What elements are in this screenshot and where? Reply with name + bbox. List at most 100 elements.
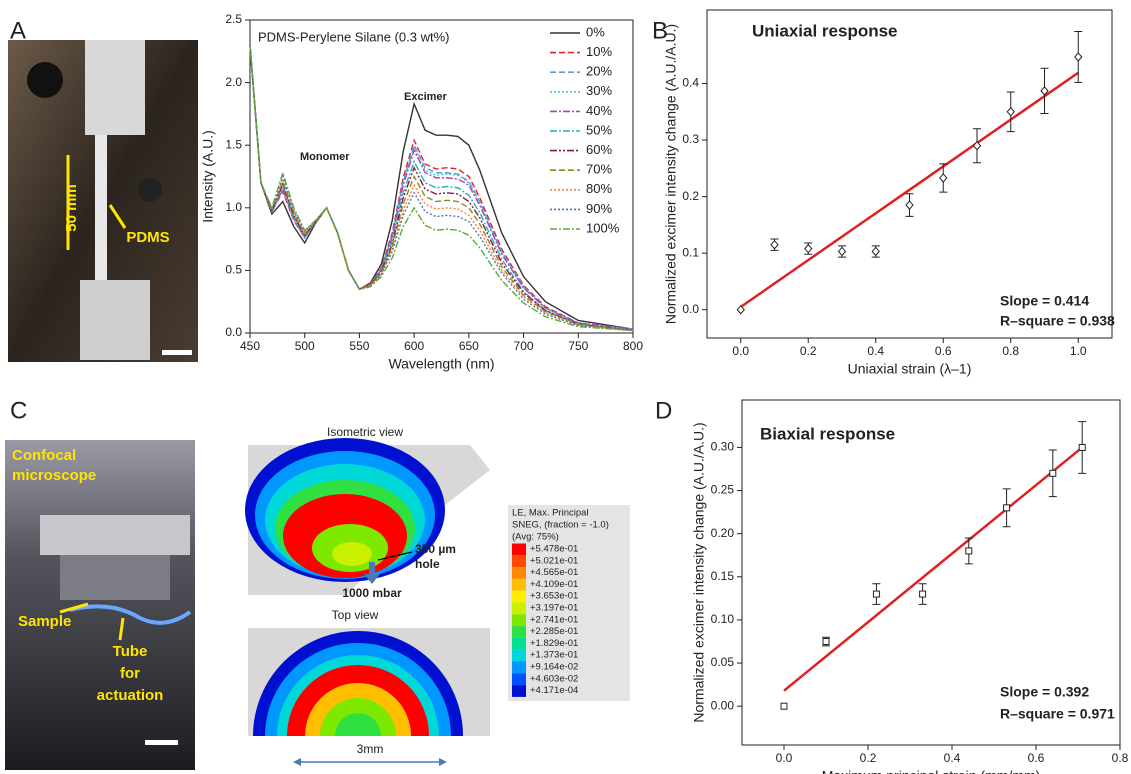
x-tick-label: 800	[623, 339, 643, 353]
annotation: R–square = 0.971	[1000, 706, 1115, 722]
y-tick-label: 0.15	[711, 569, 735, 583]
legend-label: +1.373e-01	[530, 650, 578, 661]
x-axis-label: Maximum principal strain (mm/mm)	[822, 768, 1041, 774]
photo-label: Sample	[18, 613, 71, 630]
legend-swatch	[512, 555, 526, 568]
y-tick-label: 0.25	[711, 483, 735, 497]
x-tick-label: 0.6	[1028, 751, 1045, 765]
legend-swatch	[512, 567, 526, 579]
series-line	[249, 44, 634, 330]
point	[871, 246, 880, 257]
x-tick-label: 0.4	[867, 344, 884, 358]
x-tick-label: 0.2	[860, 751, 877, 765]
chart-title: PDMS-Perylene Silane (0.3 wt%)	[258, 29, 449, 44]
y-tick-label: 0.05	[711, 655, 735, 669]
y-tick-label: 2.0	[225, 75, 242, 89]
legend-label: 20%	[586, 64, 612, 79]
y-tick-label: 0.00	[711, 698, 735, 712]
y-tick-label: 1.5	[225, 137, 242, 151]
y-tick-label: 0.30	[711, 440, 735, 454]
photo-label: for	[120, 665, 140, 682]
fit-line	[783, 446, 1083, 692]
legend-header: LE, Max. Principal	[512, 508, 589, 519]
x-tick-label: 0.0	[776, 751, 793, 765]
point	[837, 246, 847, 257]
legend-label: +1.829e-01	[530, 638, 578, 649]
x-tick-label: 1.0	[1070, 344, 1087, 358]
series-line	[249, 44, 634, 332]
legend-label: 90%	[586, 201, 612, 216]
x-tick-label: 750	[568, 339, 588, 353]
point	[736, 304, 745, 315]
point	[919, 590, 927, 598]
legend-swatch	[512, 637, 526, 650]
point	[770, 239, 779, 250]
photo-a: 50 mm PDMS	[8, 40, 198, 362]
x-axis-label: Wavelength (nm)	[388, 356, 494, 372]
series-line	[249, 44, 634, 332]
y-tick-label: 1.0	[225, 200, 242, 214]
legend-label: +2.285e-01	[530, 626, 578, 637]
panel-label: D	[655, 397, 672, 424]
chart: 450 500 550 600 650 700 750 800 0.0 0.5 1.0 1.5 2.0 2…	[200, 12, 644, 372]
photo-label: 50 mm	[63, 184, 80, 232]
legend-swatch	[512, 602, 526, 615]
y-axis-label: Normalized excimer intensity change (A.U…	[663, 24, 679, 324]
fit-line	[740, 71, 1079, 308]
y-axis-label: Normalized excimer intensity change (A.U…	[691, 422, 707, 722]
point	[872, 590, 880, 598]
legend-swatch	[512, 590, 526, 603]
y-tick-label: 0.0	[682, 302, 699, 316]
point	[1003, 504, 1011, 512]
legend-label: +4.171e-04	[530, 685, 578, 696]
chart: 0.0 0.2 0.4 0.6 0.8 1.0 0.0 0.1 0.2 0.3 0.4 Uniaxia…	[663, 9, 1115, 377]
point	[804, 243, 813, 254]
legend-label: +3.653e-01	[530, 591, 578, 602]
legend-label: +9.164e-02	[530, 662, 578, 673]
legend-swatch	[512, 578, 526, 591]
x-tick-label: 600	[404, 339, 424, 353]
legend-label: +2.741e-01	[530, 614, 578, 625]
annotation: Monomer	[300, 151, 350, 163]
legend-swatch	[512, 673, 526, 686]
x-tick-label: 500	[295, 339, 315, 353]
point	[1049, 469, 1057, 477]
series-line	[249, 44, 634, 330]
annotation: Slope = 0.392	[1000, 684, 1089, 700]
panel-label: B	[652, 17, 668, 44]
point	[965, 547, 973, 555]
y-tick-label: 0.3	[682, 132, 699, 146]
legend-label: 50%	[586, 122, 612, 137]
legend-label: +4.603e-02	[530, 673, 578, 684]
point	[1040, 86, 1049, 96]
y-tick-label: 0.10	[711, 612, 735, 626]
point	[1074, 52, 1083, 62]
x-axis-label: Uniaxial strain (λ–1)	[848, 361, 972, 377]
photo-label: PDMS	[126, 229, 169, 246]
plot-frame	[249, 19, 634, 334]
x-tick-label: 0.4	[944, 751, 961, 765]
x-tick-label: 0.0	[732, 344, 749, 358]
fea-label: 1000 mbar	[342, 586, 402, 600]
panel-label: C	[10, 397, 27, 424]
panel-label: A	[10, 17, 26, 44]
series-line	[249, 44, 634, 332]
y-tick-label: 0.0	[225, 325, 242, 339]
legend-label: +5.478e-01	[530, 544, 578, 555]
legend-label: 100%	[586, 220, 620, 235]
series-line	[249, 44, 634, 330]
annotation: Excimer	[404, 91, 448, 103]
y-tick-label: 0.5	[225, 263, 242, 277]
photo-label: Tube	[113, 643, 148, 660]
legend-swatch	[512, 614, 526, 627]
legend-label: 60%	[586, 142, 612, 157]
point	[780, 702, 788, 710]
y-tick-label: 2.5	[225, 12, 242, 26]
legend-swatch	[512, 661, 526, 674]
x-tick-label: 0.6	[935, 344, 952, 358]
fea-label: hole	[415, 557, 440, 571]
point	[1078, 443, 1086, 451]
photo-label: Confocal	[12, 447, 76, 464]
